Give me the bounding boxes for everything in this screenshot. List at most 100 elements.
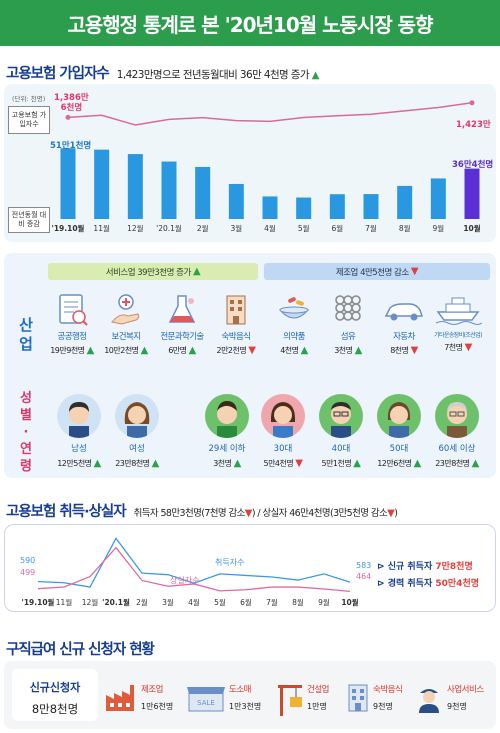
person-name: 50대	[389, 444, 409, 454]
senior-face-icon	[435, 394, 479, 438]
month-tick-label: 2월	[196, 224, 209, 233]
person-value: 12만6천명 ▲	[377, 458, 422, 469]
industry-value: 3천명 ▲	[334, 345, 362, 356]
month-tick-label: '20.1월	[156, 224, 182, 233]
report-icon	[59, 294, 88, 326]
factory-icon	[106, 685, 134, 711]
month-tick-label: 5월	[214, 598, 226, 607]
industry-name: 자동차	[393, 332, 415, 342]
up-arrow-icon: ▲	[86, 345, 95, 356]
bar	[262, 196, 278, 219]
person-name: 여성	[129, 444, 145, 454]
applicant-item: 사업서비스 9천명	[414, 683, 484, 713]
manufacture-group-pill: 제조업 4만5천명 감소 ▼	[264, 263, 490, 280]
bar	[228, 183, 244, 219]
up-arrow-icon: ▲	[93, 458, 102, 469]
gender-age-side-label: 성 별 · 연 령	[20, 391, 32, 474]
month-tick-label: 10월	[463, 224, 481, 233]
industry-value: 10만2천명 ▲	[104, 345, 149, 356]
acq-chart	[37, 537, 351, 593]
up-arrow-icon: ▲	[151, 458, 160, 469]
up-arrow-icon: ▲	[233, 458, 242, 469]
month-tick-label: '19.10월	[21, 598, 55, 607]
person-value: 23만8천명 ▲	[435, 458, 480, 469]
crane-icon	[278, 685, 302, 716]
insured-month-axis: '19.10월 11월 12월 '20.1월 2월 3월 4월 5월 6월 7월 8월 9월 10월	[52, 223, 492, 235]
new-applicant-value: 8만8천명	[31, 702, 79, 716]
acq-first-value: 590	[20, 556, 36, 565]
bar	[94, 149, 110, 219]
month-tick-label: 8월	[292, 598, 304, 607]
month-tick-label: 6월	[240, 598, 252, 607]
month-tick-label: 7월	[266, 598, 278, 607]
svg-text:SALE: SALE	[197, 699, 215, 707]
ship-icon	[435, 297, 482, 325]
woman-face-icon	[115, 394, 159, 438]
person-value: 5만4천명 ▼	[263, 458, 303, 469]
industry-value: 2만2천명 ▼	[216, 345, 256, 356]
bar	[296, 197, 312, 219]
industry-item: 전문과학기술 6만명 ▲	[152, 292, 212, 356]
security-guard-icon	[419, 689, 439, 713]
month-tick-label: 6월	[331, 224, 344, 233]
down-arrow-icon: ▼	[464, 342, 473, 353]
flask-icon	[168, 295, 196, 323]
bar	[397, 185, 413, 219]
up-arrow-icon: ▲	[140, 345, 149, 356]
applicant-value: 1만명	[307, 702, 327, 711]
applicant-value: 9천명	[447, 702, 467, 711]
industry-item: 숙박음식 2만2천명 ▼	[206, 292, 266, 356]
month-tick-label: 10월	[341, 598, 359, 607]
month-tick-label: 4월	[264, 224, 276, 233]
applicant-name: 제조업	[141, 685, 163, 695]
down-arrow-icon: ▼	[244, 508, 253, 519]
person-value: 5만1천명 ▲	[321, 458, 361, 469]
down-arrow-icon: ▼	[295, 458, 303, 469]
month-tick-label: 9월	[432, 224, 445, 233]
applicant-name: 건설업	[307, 685, 329, 695]
acq-series-label: 취득자수	[215, 558, 245, 567]
month-tick-label: 3월	[162, 598, 174, 607]
month-tick-label: 9월	[318, 598, 330, 607]
title-bar: 고용행정 통계로 본 '20년10월 노동시장 동향	[0, 0, 500, 46]
legend-line-box: 고용보험 가입자수	[8, 106, 50, 134]
legend-new-acq: ⊳ 신규 취득자 7만8천명	[377, 562, 473, 572]
applicants-header: 구직급여 신규 신청자 현황	[6, 638, 155, 659]
person-name: 40대	[331, 444, 351, 454]
industry-item: 보건복지 10만2천명 ▲	[96, 292, 156, 356]
up-arrow-icon: ▲	[413, 458, 422, 469]
down-arrow-icon: ▼	[248, 345, 256, 356]
month-tick-label: 4월	[188, 598, 200, 607]
month-tick-label: 7월	[365, 224, 377, 233]
line-series	[67, 102, 473, 126]
last-bar-label: 36만4천명	[452, 160, 494, 170]
store-icon: SALE	[187, 687, 225, 712]
applicant-name: 사업서비스	[447, 685, 484, 695]
last-line-label: 1,423만	[456, 120, 491, 130]
bar	[161, 161, 177, 219]
applicant-item: SALE 도소매 1만3천명	[186, 683, 261, 713]
industry-name: 보건복지	[111, 332, 141, 342]
up-arrow-icon: ▲	[471, 458, 480, 469]
car-icon	[384, 303, 424, 321]
industry-item: 섬유 3천명 ▲	[318, 292, 378, 356]
industry-name: 공공행정	[57, 332, 87, 342]
applicant-value: 1만6천명	[141, 702, 174, 711]
applicant-item: 숙박음식 9천명	[346, 683, 403, 713]
person-item: 60세 이상 23만8천명 ▲	[426, 394, 488, 469]
month-tick-label: 11월	[55, 598, 73, 607]
bar	[363, 194, 379, 219]
person-item: 29세 이하 3천명 ▲	[196, 394, 258, 469]
month-tick-label: 5월	[297, 224, 310, 233]
industry-name: 기타운송장비(조선업)	[434, 332, 482, 339]
up-arrow-icon: ▲	[353, 458, 361, 469]
up-arrow-icon: ▲	[188, 345, 197, 356]
insured-chart	[60, 100, 480, 219]
month-tick-label: 8월	[398, 224, 411, 233]
acq-panel	[4, 524, 496, 612]
hotel-icon	[226, 295, 246, 325]
industry-value: 4천명 ▲	[280, 345, 308, 356]
line-point	[65, 114, 71, 120]
applicant-item: 건설업 1만명	[274, 683, 329, 717]
